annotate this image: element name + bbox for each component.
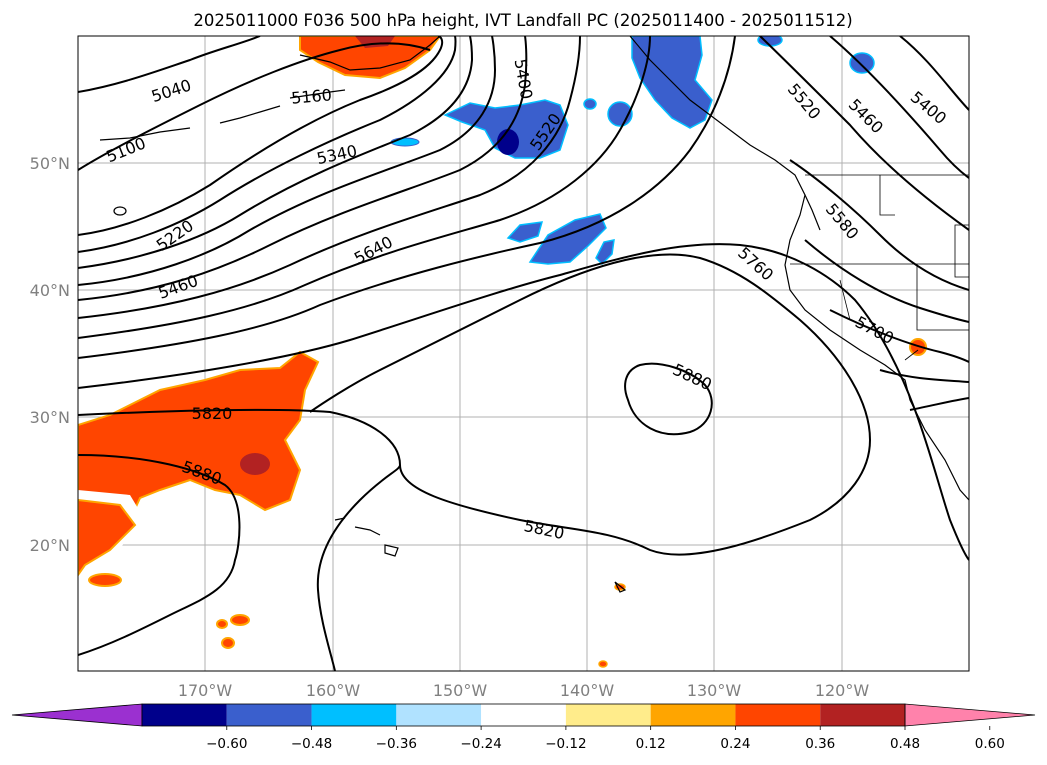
lon-label: 140°W bbox=[560, 681, 615, 700]
map-frame bbox=[77, 35, 970, 672]
colorbar-tick-label: 0.36 bbox=[805, 736, 835, 752]
colorbar-segment bbox=[311, 704, 397, 726]
colorbar-tick-label: 0.24 bbox=[720, 736, 750, 752]
ivt-positive-alaska bbox=[299, 36, 442, 80]
colorbar-segment bbox=[650, 704, 736, 726]
colorbar-segment bbox=[142, 704, 227, 726]
lon-label: 130°W bbox=[687, 681, 742, 700]
colorbar-extend-high bbox=[904, 703, 1036, 727]
ivt-blob-3 bbox=[221, 637, 235, 649]
ivt-strong-negative bbox=[497, 129, 519, 155]
lat-label: 20°N bbox=[30, 536, 70, 555]
lon-label: 150°W bbox=[433, 681, 488, 700]
colorbar-frame bbox=[141, 703, 906, 727]
colorbar-segment bbox=[396, 704, 482, 726]
ivt-strong-core bbox=[240, 453, 270, 475]
ivt-blob-2 bbox=[230, 614, 250, 626]
ivt-negative-blob3 bbox=[849, 52, 875, 74]
longitude-labels: 170°W 160°W 150°W 140°W 130°W 120°W bbox=[178, 681, 870, 700]
colorbar-tick-label: 0.60 bbox=[975, 736, 1005, 752]
colorbar: −0.60 −0.48 −0.36 −0.24 −0.12 0.12 0.24 0.36 0.4… bbox=[11, 703, 1036, 752]
contour-label: 5160 bbox=[290, 85, 332, 107]
ivt-positive-regions bbox=[78, 36, 927, 668]
colorbar-tick-label: −0.36 bbox=[376, 736, 417, 752]
ivt-negative-gulf bbox=[443, 99, 569, 159]
ivt-positive-west bbox=[78, 498, 137, 577]
colorbar-tick-label: 0.48 bbox=[890, 736, 920, 752]
lon-label: 160°W bbox=[306, 681, 361, 700]
lat-label: 40°N bbox=[30, 281, 70, 300]
ivt-blob-1 bbox=[88, 573, 122, 587]
colorbar-tick-label: −0.24 bbox=[460, 736, 501, 752]
map-panel: 5040 5100 5160 5220 5340 5460 5640 5820 … bbox=[77, 35, 970, 672]
lon-label: 170°W bbox=[178, 681, 233, 700]
colorbar-extend-low bbox=[11, 703, 143, 727]
ivt-negative-blob2 bbox=[583, 98, 597, 110]
contour-label: 5820 bbox=[192, 404, 233, 423]
ivt-blob-6 bbox=[598, 660, 608, 668]
ivt-negative-mid2 bbox=[506, 221, 544, 243]
colorbar-tick-label: −0.60 bbox=[206, 736, 247, 752]
lat-label: 50°N bbox=[30, 154, 70, 173]
height-contours bbox=[78, 36, 969, 671]
colorbar-segment bbox=[226, 704, 312, 726]
latitude-labels: 50°N 40°N 30°N 20°N bbox=[30, 154, 70, 555]
ivt-blob-4 bbox=[216, 619, 228, 629]
colorbar-segment bbox=[820, 704, 905, 726]
colorbar-segment bbox=[735, 704, 821, 726]
colorbar-segment bbox=[565, 704, 651, 726]
colorbar-tick-label: −0.48 bbox=[291, 736, 332, 752]
colorbar-tick-label: −0.12 bbox=[545, 736, 586, 752]
colorbar-segment bbox=[481, 704, 566, 726]
lat-label: 30°N bbox=[30, 408, 70, 427]
figure-title: 2025011000 F036 500 hPa height, IVT Land… bbox=[193, 11, 852, 30]
lon-label: 120°W bbox=[815, 681, 870, 700]
colorbar-tick-label: 0.12 bbox=[636, 736, 666, 752]
ivt-negative-blob5 bbox=[390, 137, 420, 147]
